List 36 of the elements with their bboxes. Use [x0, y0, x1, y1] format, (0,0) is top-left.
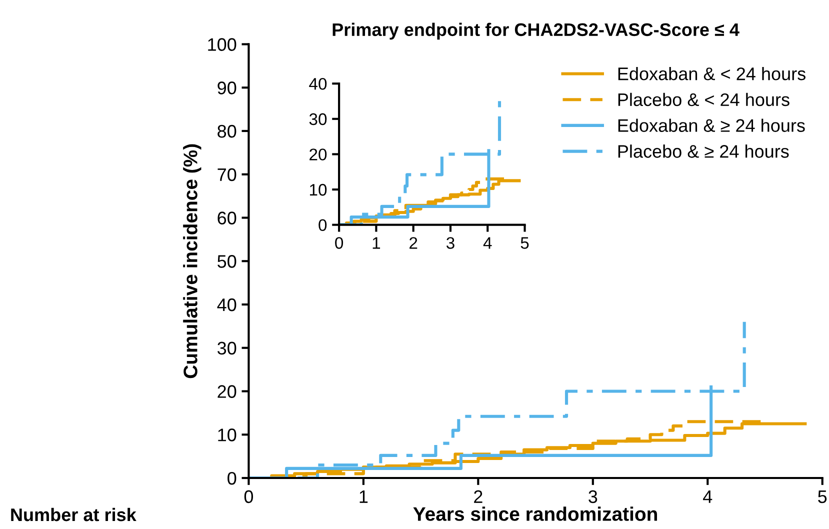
y-tick-label: 100: [208, 38, 236, 51]
y-tick-label: 60: [218, 212, 236, 224]
y-tick-label: 20: [218, 385, 236, 398]
y-tick-label: 40: [217, 298, 236, 312]
y-tick-label: 80: [218, 124, 236, 138]
x-tick-label: 1: [360, 490, 368, 503]
y-axis-title: Cumulative incidence (%): [183, 144, 202, 378]
legend-label: Placebo & < 24 hours: [618, 92, 790, 106]
y-tick-label: 20: [310, 148, 327, 160]
y-tick-label: 40: [309, 78, 327, 90]
chart-title: Primary endpoint for CHA2DS2-VASC-Score ≤ 4: [332, 22, 740, 40]
x-axis-title: Years since randomization: [413, 506, 657, 521]
x-tick-label: 0: [244, 490, 254, 504]
y-tick-label: 10: [310, 184, 327, 196]
x-tick-label: 5: [818, 490, 827, 504]
y-tick-label: 0: [318, 219, 327, 232]
y-tick-label: 30: [309, 113, 327, 126]
y-tick-label: 30: [218, 342, 236, 355]
x-tick-label: 2: [410, 237, 418, 249]
x-tick-label: 1: [372, 237, 380, 249]
x-tick-label: 3: [446, 237, 454, 249]
x-tick-label: 3: [588, 490, 598, 504]
x-tick-label: 5: [520, 237, 529, 249]
legend-label: Edoxaban & < 24 hours: [618, 66, 806, 80]
legend-label: Edoxaban & ≥ 24 hours: [618, 118, 805, 132]
legend-label: Placebo & ≥ 24 hours: [618, 144, 789, 158]
x-tick-label: 4: [483, 237, 492, 249]
text: Number at risk: [11, 508, 136, 522]
y-tick-label: 70: [218, 168, 236, 182]
y-tick-label: 0: [228, 472, 236, 485]
y-tick-label: 50: [218, 255, 236, 268]
x-tick-label: 0: [335, 237, 344, 249]
x-tick-label: 2: [474, 490, 482, 503]
y-tick-label: 10: [218, 428, 236, 442]
x-tick-label: 4: [703, 490, 712, 503]
y-tick-label: 90: [218, 82, 236, 94]
